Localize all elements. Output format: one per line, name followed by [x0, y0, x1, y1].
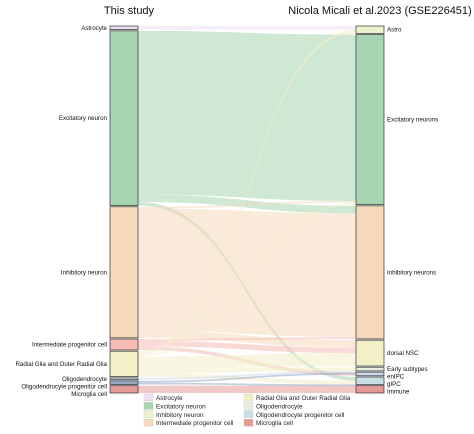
- flow-radial-glia-and-outer-radial-glia-to-excitatory-neurons: [138, 202, 356, 357]
- flow-group: [138, 26, 356, 393]
- legend-swatch-microglia-cell: [243, 419, 254, 427]
- flow-radial-glia-and-outer-radial-glia-to-astro: [138, 29, 356, 355]
- legend-label-intermediate-progenitor-cell: Intermediate progenitor cell: [156, 420, 233, 427]
- flow-astrocyte-to-astro: [138, 26, 356, 30]
- legend-label-inhibitory-neuron: Inhibitory neuron: [156, 412, 204, 419]
- legend-label-astrocyte: Astrocyte: [156, 395, 183, 402]
- left-node-astrocyte: [109, 25, 139, 30]
- left-label-oligodendrocyte: Oligodendrocyte: [62, 376, 108, 383]
- legend-swatch-inhibitory-neuron: [143, 410, 154, 418]
- legend-label-oligodendrocyte: Oligodendrocyte: [256, 403, 303, 410]
- right-label-early-subtypes: Early subtypes: [387, 366, 428, 373]
- flow-radial-glia-and-outer-radial-glia-to-dorsal-nsc: [138, 353, 356, 370]
- right-node-inhibitory-neurons: [355, 205, 385, 340]
- legend-swatch-excitatory-neuron: [143, 402, 154, 410]
- flow-intermediate-progenitor-cell-to-dorsal-nsc: [138, 340, 356, 354]
- right-label-enipc: enIPC: [387, 374, 405, 381]
- left-label-radial-glia-and-outer-radial-glia: Radial Glia and Outer Radial Glia: [16, 361, 108, 368]
- flow-microglia-cell-to-immune: [138, 385, 356, 393]
- left-node-inhibitory-neuron: [109, 206, 139, 339]
- right-label-dorsal-nsc: dorsal NSC: [387, 350, 419, 357]
- right-node-dorsal-nsc: [355, 339, 385, 367]
- right-label-gipc: gIPC: [387, 381, 401, 388]
- right-node-excitatory-neurons: [355, 34, 385, 206]
- right-node-early-subtypes: [355, 366, 385, 372]
- legend-swatch-intermediate-progenitor-cell: [143, 419, 154, 427]
- left-label-excitatory-neuron: Excitatory neuron: [59, 115, 108, 122]
- legend-label-excitatory-neuron: Excitatory neuron: [156, 403, 206, 410]
- flow-radial-glia-and-outer-radial-glia-to-early-subtypes: [138, 367, 356, 374]
- node-group: [109, 25, 385, 394]
- legend-label-radial-glia-and-outer-radial-glia: Radial Glia and Outer Radial Glia: [256, 395, 351, 402]
- right-node-astro: [355, 25, 385, 34]
- legend-swatch-oligodendrocyte-progenitor-cell: [243, 410, 254, 418]
- right-node-immune: [355, 385, 385, 394]
- left-label-astrocyte: Astrocyte: [81, 25, 107, 32]
- flow-excitatory-neuron-to-excitatory-neurons: [138, 30, 356, 201]
- left-node-intermediate-progenitor-cell: [109, 338, 139, 351]
- left-node-radial-glia-and-outer-radial-glia: [109, 350, 139, 378]
- legend-label-oligodendrocyte-progenitor-cell: Oligodendrocyte progenitor cell: [256, 412, 344, 419]
- flow-oligodendrocyte-progenitor-cell-to-early-subtypes: [138, 372, 356, 383]
- right-node-gipc: [355, 376, 385, 385]
- right-label-excitatory-neurons: Excitatory neurons: [387, 117, 438, 124]
- flow-oligodendrocyte-progenitor-cell-to-gipc: [138, 382, 356, 387]
- left-node-oligodendrocyte: [109, 377, 139, 381]
- left-node-microglia-cell: [109, 385, 139, 394]
- right-axis-title: Nicola Micali et al.2023 (GSE226451): [288, 5, 471, 17]
- left-axis-title: This study: [104, 5, 155, 17]
- flow-radial-glia-and-outer-radial-glia-to-gipc: [138, 373, 356, 385]
- left-label-microglia-cell: Microglia cell: [71, 391, 107, 398]
- right-node-enipc: [355, 371, 385, 377]
- left-label-intermediate-progenitor-cell: Intermediate progenitor cell: [32, 342, 107, 349]
- left-node-excitatory-neuron: [109, 30, 139, 206]
- right-label-astro: Astro: [387, 27, 402, 34]
- left-label-inhibitory-neuron: Inhibitory neuron: [61, 269, 108, 276]
- left-node-oligodendrocyte-progenitor-cell: [109, 380, 139, 385]
- right-label-immune: Immune: [387, 389, 410, 396]
- legend-swatch-radial-glia-and-outer-radial-glia: [243, 393, 254, 402]
- left-label-oligodendrocyte-progenitor-cell: Oligodendrocyte progenitor cell: [21, 383, 107, 390]
- flow-inhibitory-neuron-to-excitatory-neurons: [138, 200, 356, 209]
- flow-oligodendrocyte-to-early-subtypes: [138, 370, 356, 380]
- right-label-inhibitory-neurons: Inhibitory neurons: [387, 269, 436, 276]
- legend-swatch-astrocyte: [143, 393, 154, 402]
- flow-inhibitory-neuron-to-inhibitory-neurons: [138, 208, 356, 338]
- legend-swatch-oligodendrocyte: [243, 402, 254, 410]
- label-group: Astrocyte Excitatory neuron Inhibitory neu…: [16, 25, 439, 398]
- legend-label-microglia-cell: Microglia cell: [256, 420, 293, 427]
